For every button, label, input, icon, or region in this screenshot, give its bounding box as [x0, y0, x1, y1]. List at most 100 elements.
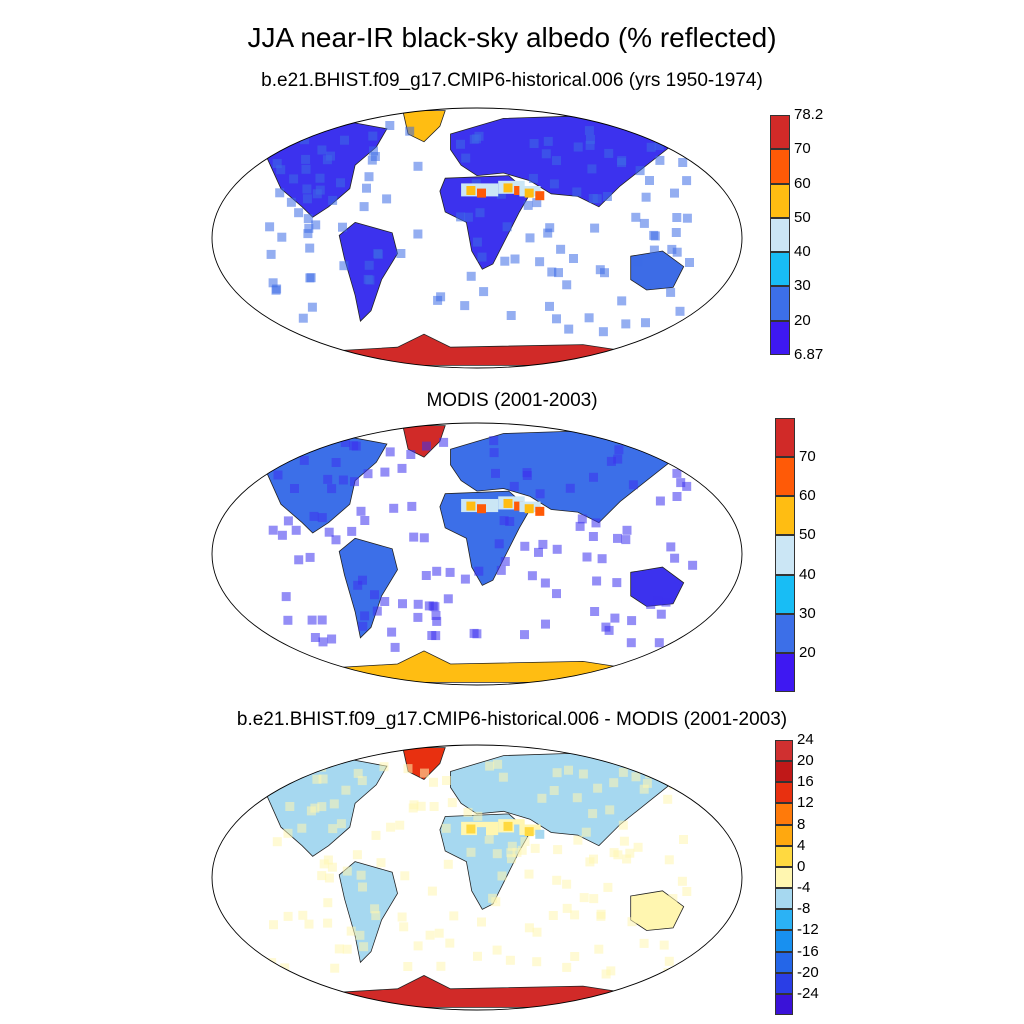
colorbar-label: 30 — [794, 277, 811, 295]
grid-cell — [594, 944, 604, 954]
grid-cell — [540, 578, 550, 588]
grid-cell — [590, 223, 600, 233]
grid-cell — [489, 436, 499, 446]
grid-cell — [661, 597, 671, 607]
grid-cell — [535, 489, 545, 499]
grid-cell — [664, 855, 674, 865]
grid-cell — [277, 530, 287, 540]
grid-cell — [358, 882, 367, 892]
grid-cell — [646, 142, 656, 152]
grid-cell — [588, 532, 598, 541]
grid-cell — [552, 589, 561, 599]
grid-cell — [307, 302, 317, 312]
grid-cell — [672, 468, 682, 478]
grid-cell — [584, 126, 594, 136]
landmass-samerica — [338, 861, 398, 964]
grid-cell — [532, 198, 542, 208]
grid-cell — [627, 616, 637, 626]
grid-cell — [339, 261, 349, 271]
grid-cell — [281, 592, 291, 602]
grid-cell — [535, 191, 545, 201]
colorbar-label: 70 — [794, 140, 811, 158]
grid-cell — [613, 454, 623, 464]
grid-cell — [541, 149, 551, 159]
grid-cell — [342, 866, 352, 876]
grid-cell — [641, 192, 651, 202]
grid-cell — [370, 152, 380, 161]
grid-cell — [469, 134, 479, 144]
grid-cell — [514, 501, 524, 511]
grid-cell — [613, 533, 622, 543]
panel-2-subtitle: MODIS (2001-2003) — [426, 390, 598, 411]
grid-cell — [618, 820, 628, 830]
grid-cell — [299, 455, 309, 465]
grid-cell — [431, 611, 441, 620]
grid-cell — [357, 776, 367, 786]
grid-cell — [553, 845, 563, 855]
grid-cell — [277, 232, 287, 242]
grid-cell — [626, 638, 636, 648]
grid-cell — [581, 827, 591, 837]
colorbar-swatch — [775, 652, 795, 692]
grid-cell — [379, 762, 389, 772]
colorbar-label: 40 — [794, 243, 811, 261]
grid-cell — [562, 962, 572, 972]
grid-cell — [273, 772, 283, 782]
colorbar-swatch — [775, 418, 795, 458]
grid-cell — [505, 955, 515, 965]
grid-cell — [303, 229, 313, 239]
grid-cell — [473, 951, 482, 961]
grid-cell — [334, 944, 344, 954]
grid-cell — [646, 599, 656, 609]
grid-cell — [500, 557, 510, 566]
grid-cell — [535, 829, 545, 839]
grid-cell — [356, 870, 366, 880]
colorbar-swatch — [770, 252, 790, 287]
grid-cell — [363, 274, 373, 284]
grid-cell — [385, 447, 395, 457]
grid-cell — [445, 567, 455, 577]
grid-cell — [582, 552, 592, 562]
grid-cell — [503, 821, 513, 831]
grid-cell — [589, 894, 599, 904]
grid-cell — [466, 186, 476, 195]
grid-cell — [538, 539, 548, 549]
grid-cell — [639, 938, 649, 948]
grid-cell — [436, 292, 446, 302]
map-outline-1 — [211, 107, 743, 369]
grid-cell — [283, 911, 293, 921]
grid-cell — [413, 612, 423, 622]
grid-cell — [360, 516, 370, 525]
grid-cell — [577, 514, 587, 524]
grid-cell — [353, 768, 363, 778]
grid-cell — [524, 869, 534, 879]
grid-cell — [398, 599, 407, 609]
grid-cell — [441, 823, 451, 833]
grid-cell — [347, 526, 357, 536]
grid-cell — [621, 319, 631, 329]
grid-cell — [268, 278, 278, 288]
grid-cell — [338, 222, 347, 232]
grid-cell — [323, 918, 333, 928]
grid-cell — [627, 917, 637, 927]
grid-cell — [579, 893, 589, 903]
colorbar-swatch — [775, 574, 795, 614]
grid-cell — [340, 135, 349, 145]
grid-cell — [492, 945, 502, 955]
colorbar-swatch — [775, 457, 795, 497]
grid-cell — [350, 477, 359, 487]
grid-cell — [641, 318, 650, 328]
colorbar-swatch — [770, 217, 790, 253]
grid-cell — [265, 222, 275, 232]
grid-cell — [364, 260, 374, 270]
grid-cell — [298, 313, 308, 323]
grid-cell — [463, 807, 473, 817]
grid-cell — [312, 774, 322, 784]
grid-cell — [543, 136, 553, 146]
grid-cell — [358, 575, 367, 585]
grid-cell — [318, 637, 328, 647]
grid-cell — [654, 141, 664, 151]
grid-cell — [597, 554, 607, 564]
grid-cell — [409, 532, 419, 542]
grid-cell — [617, 296, 627, 306]
